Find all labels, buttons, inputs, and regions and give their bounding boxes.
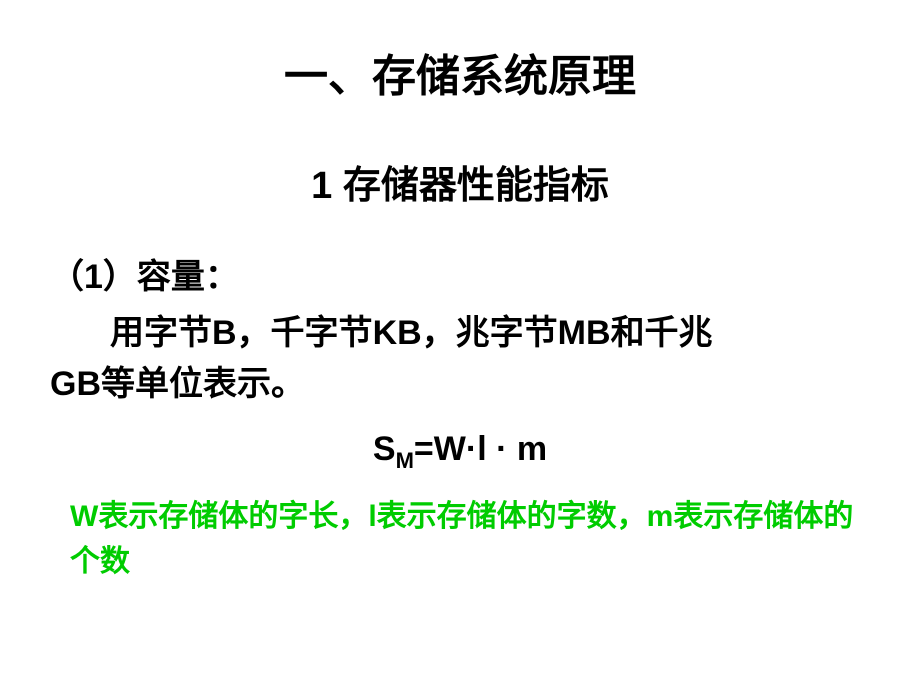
note-text: W表示存储体的字长，l表示存储体的字数，m表示存储体的个数 [50, 494, 870, 584]
body-mid1: ，千字节 [237, 314, 373, 352]
body-text: 用字节B，千字节KB，兆字节MB和千兆 GB等单位表示。 [50, 308, 870, 410]
main-title: 一、存储系统原理 [50, 40, 870, 104]
note-2: 表示存储体的字数， [377, 500, 647, 533]
sub-title: 1 存储器性能指标 [50, 154, 870, 209]
body-suffix: 等单位表示。 [101, 365, 305, 403]
note-1: 表示存储体的字长， [98, 500, 368, 533]
body-mid3: 和千兆 [611, 314, 713, 352]
body-prefix: 用字节 [110, 314, 212, 352]
note-l: l [368, 500, 376, 533]
note-w: W [70, 500, 98, 533]
formula: SM=W·l · m [50, 430, 870, 474]
body-mid2: ，兆字节 [422, 314, 558, 352]
formula-rest: =W·l · m [414, 430, 547, 468]
unit-kb: KB [373, 314, 422, 352]
unit-mb: MB [558, 314, 611, 352]
formula-sub: M [396, 448, 414, 473]
unit-b: B [212, 314, 237, 352]
unit-gb: GB [50, 365, 101, 403]
note-m: m [647, 500, 674, 533]
section-label: （1）容量： [50, 249, 870, 298]
formula-s: S [373, 430, 396, 468]
